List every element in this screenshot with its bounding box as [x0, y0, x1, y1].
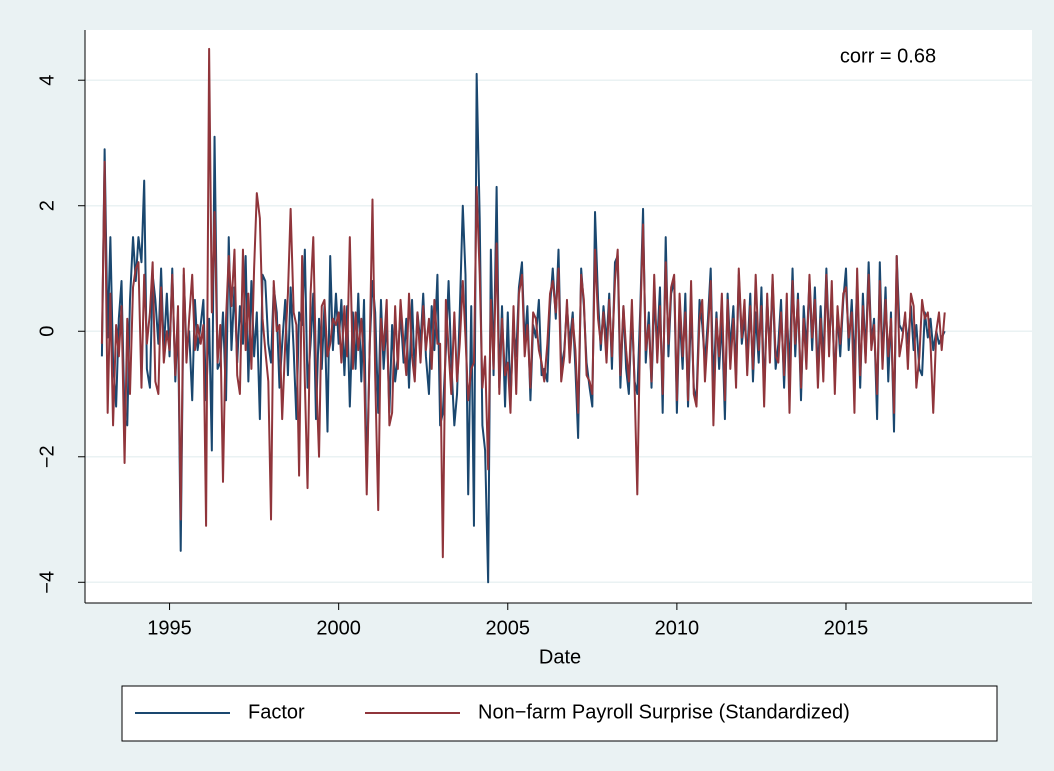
x-axis-label: Date: [539, 646, 581, 668]
legend: [121, 685, 998, 742]
series-line: [100, 47, 946, 559]
x-tick-label: 2000: [316, 617, 361, 639]
y-tick-label: 2: [36, 200, 58, 211]
x-tick-label: 2010: [655, 617, 700, 639]
y-tick-label: −4: [36, 571, 58, 594]
y-tick-label: −2: [36, 445, 58, 468]
x-tick-label: 2015: [824, 617, 869, 639]
y-tick-label: 4: [36, 75, 58, 86]
x-tick-label: 2005: [486, 617, 531, 639]
legend-label: Factor: [248, 701, 305, 723]
annotation: corr = 0.68: [840, 45, 936, 67]
x-tick-label: 1995: [147, 617, 192, 639]
y-tick-label: 0: [36, 326, 58, 337]
legend-label: Non−farm Payroll Surprise (Standardized): [478, 701, 850, 723]
